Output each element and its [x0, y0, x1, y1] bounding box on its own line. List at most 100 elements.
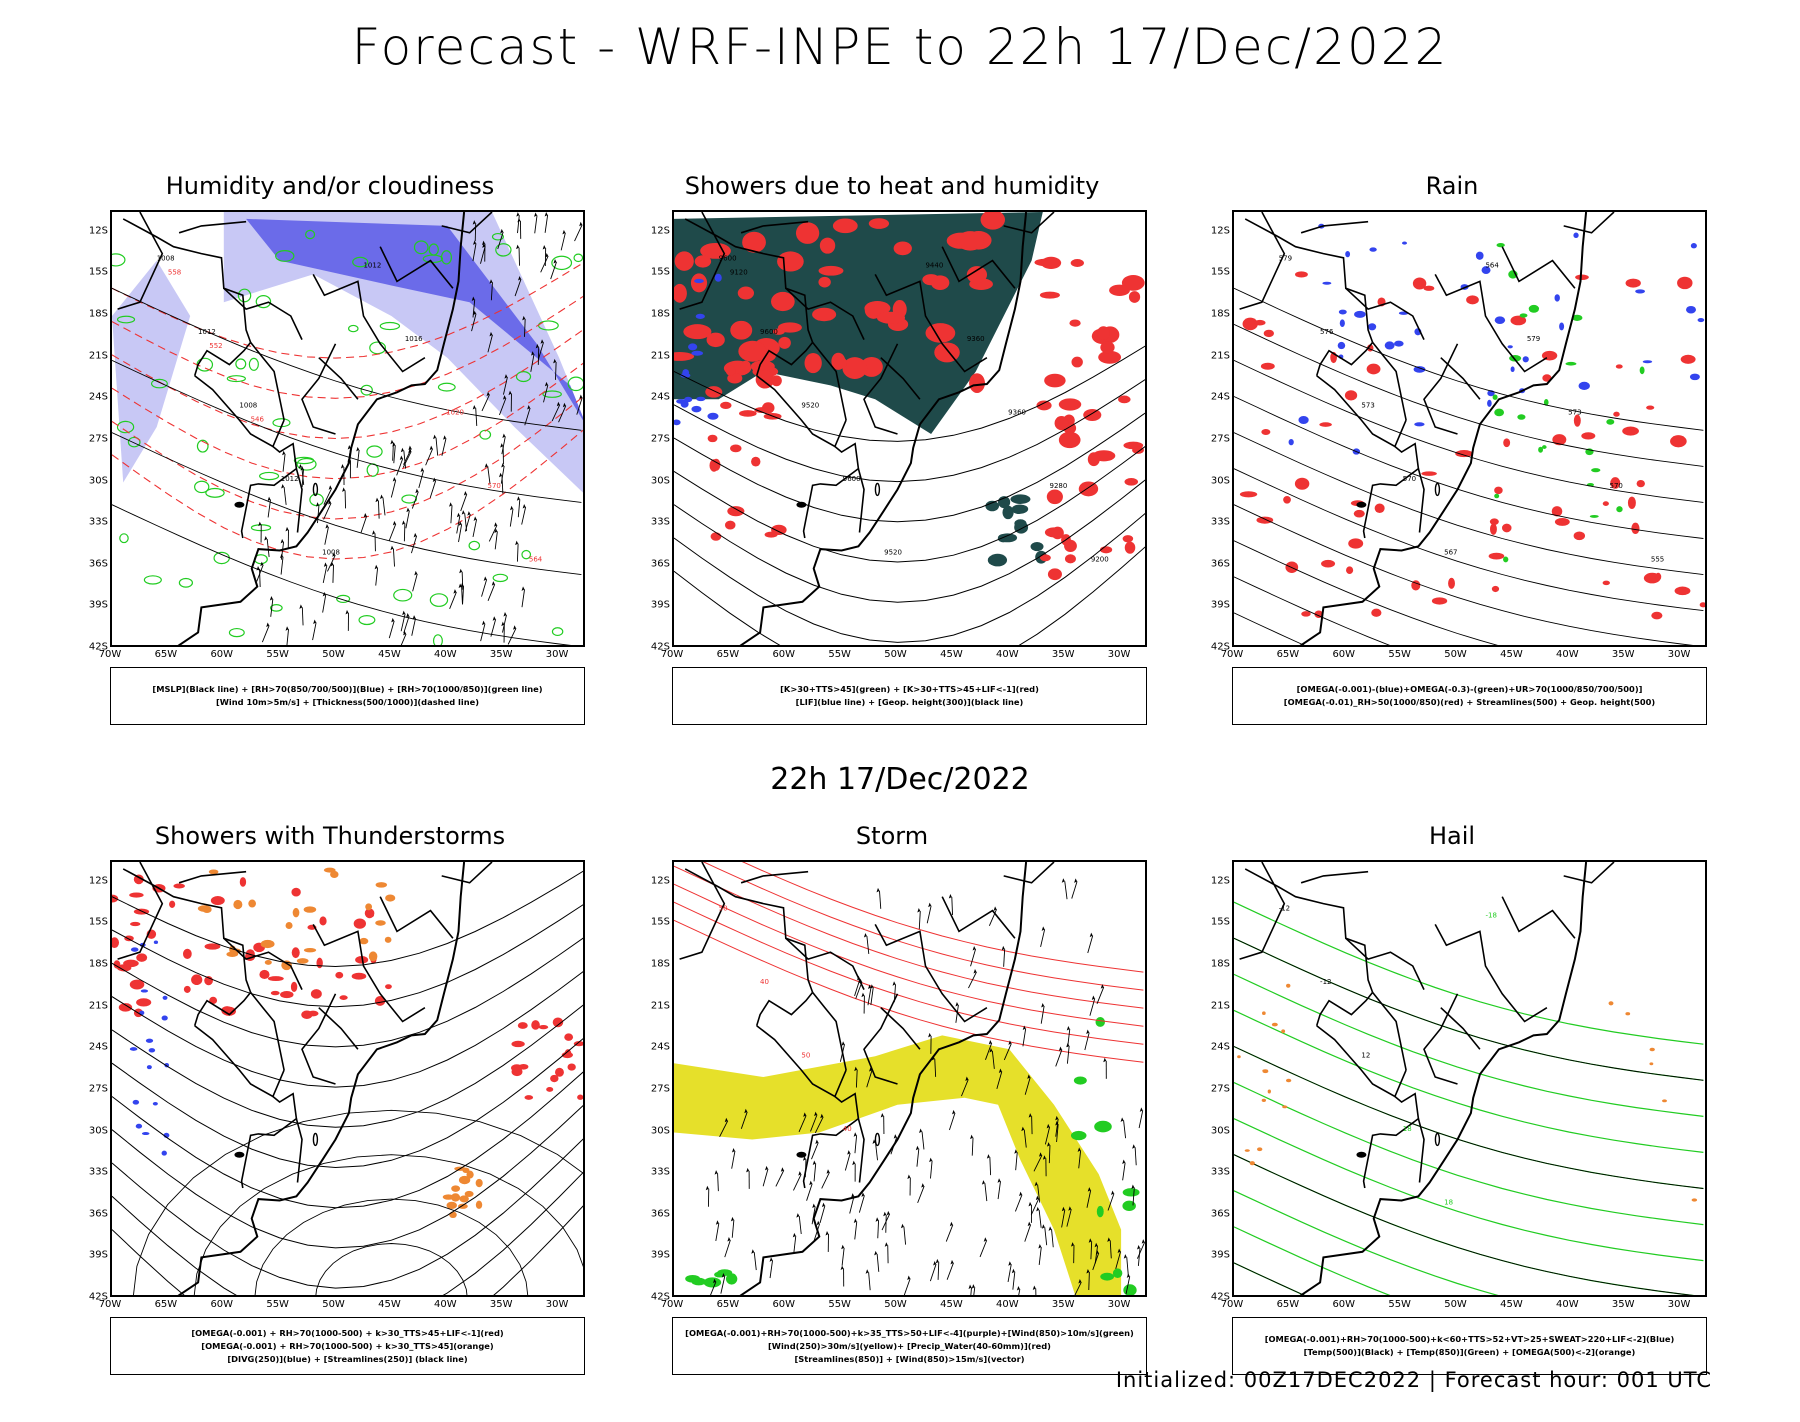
longitude-tick-label: 50W — [884, 1299, 907, 1310]
legend-line: [MSLP](Black line) + [RH>70(850/700/500)… — [152, 683, 542, 696]
longitude-tick-label: 70W — [661, 1299, 684, 1310]
field-cell — [715, 274, 722, 282]
field-cell — [112, 254, 125, 266]
wind-vector — [1008, 1264, 1011, 1282]
legend-box: [OMEGA(-0.001)-(blue)+OMEGA(-0.3)-(green… — [1232, 667, 1707, 725]
field-cell — [1125, 542, 1136, 554]
field-cell — [1490, 523, 1497, 534]
field-cell — [1012, 505, 1028, 514]
longitude-tick-label: 45W — [378, 1299, 401, 1310]
field-cell — [476, 1179, 483, 1187]
contour-line — [674, 866, 1143, 1008]
wind-vector — [878, 1220, 879, 1238]
wind-vector — [535, 215, 537, 233]
wind-vector — [436, 438, 438, 456]
wind-vector — [522, 507, 526, 525]
field-cell — [1354, 311, 1366, 318]
field-cell — [469, 541, 479, 549]
longitude-tick-label: 70W — [99, 1299, 122, 1310]
wind-vector — [465, 513, 467, 531]
field-cell — [739, 410, 757, 417]
latitude-tick-label: 12S — [651, 875, 670, 886]
field-cell — [711, 532, 722, 541]
field-cell — [539, 1025, 548, 1029]
wind-vector — [333, 565, 334, 583]
wind-vector — [917, 1149, 919, 1167]
field-cell — [286, 922, 293, 929]
wind-vector — [868, 987, 871, 1005]
field-cell — [1628, 497, 1636, 509]
field-cell — [144, 576, 161, 584]
field-cell — [1375, 503, 1385, 513]
wind-vector-head — [500, 443, 503, 448]
wind-vector — [947, 1263, 953, 1280]
field-cell — [1044, 374, 1065, 388]
field-cell — [1040, 292, 1060, 299]
state-border — [1373, 342, 1407, 420]
contour-label: 564 — [529, 556, 543, 564]
wind-vector — [1016, 1152, 1018, 1170]
field-cell — [1298, 416, 1308, 424]
contour-label: 555 — [1651, 556, 1664, 564]
field-cell — [163, 996, 168, 1000]
longitude-tick-label: 65W — [717, 649, 740, 660]
field-cell — [738, 287, 754, 300]
field-cell — [1690, 374, 1700, 381]
field-cell — [394, 589, 412, 600]
longitude-tick-label: 45W — [378, 649, 401, 660]
field-cell — [136, 953, 147, 961]
latitude-tick-label: 36S — [651, 1208, 670, 1219]
wind-vector — [776, 1170, 784, 1186]
longitude-tick-label: 50W — [1444, 649, 1467, 660]
field-cell — [359, 616, 375, 625]
field-cell — [365, 903, 372, 910]
longitude-tick-label: 35W — [1612, 649, 1635, 660]
longitude-tick-label: 70W — [1221, 649, 1244, 660]
wind-vector-head — [919, 1129, 922, 1134]
wind-vector — [855, 1135, 857, 1153]
state-border — [1418, 469, 1424, 533]
contour-line — [674, 902, 1143, 1044]
field-cell — [694, 279, 704, 283]
wind-vector-head — [901, 1224, 904, 1229]
latitude-tick-label: 36S — [1211, 1208, 1230, 1219]
field-cell — [695, 255, 711, 267]
latitude-tick-label: 21S — [1211, 1000, 1230, 1011]
lagoon — [875, 483, 879, 495]
field-cell — [730, 321, 752, 340]
field-cell — [969, 373, 985, 393]
contour-label: 570 — [1403, 475, 1416, 483]
field-cell — [1625, 1012, 1630, 1015]
state-border — [1317, 376, 1406, 447]
field-cell — [1069, 319, 1080, 326]
wind-vector — [430, 481, 435, 498]
field-cell — [131, 947, 139, 952]
longitude-tick-label: 40W — [1556, 1299, 1579, 1310]
wind-vector — [262, 625, 269, 642]
field-cell — [1508, 345, 1513, 348]
field-cell — [1476, 252, 1484, 260]
field-cell — [819, 266, 844, 276]
contour-label: 552 — [209, 342, 222, 350]
latitude-tick-label: 24S — [1211, 1042, 1230, 1053]
field-cell — [998, 533, 1017, 542]
field-cell — [449, 1212, 457, 1219]
latitude-tick-label: 24S — [89, 392, 108, 403]
contour-label: 570 — [488, 482, 501, 490]
field-cell — [708, 435, 718, 442]
latitude-tick-label: 39S — [1211, 600, 1230, 611]
field-cell — [1413, 277, 1426, 289]
field-cell — [1493, 394, 1498, 399]
field-cell — [1421, 471, 1436, 475]
field-cell — [1340, 319, 1345, 327]
field-cell — [1055, 416, 1069, 430]
contour-label: 1020 — [446, 409, 464, 417]
field-cell — [1113, 1268, 1122, 1278]
field-cell — [1692, 1198, 1698, 1201]
field-cell — [1132, 446, 1144, 454]
contour-line — [1234, 469, 1703, 611]
